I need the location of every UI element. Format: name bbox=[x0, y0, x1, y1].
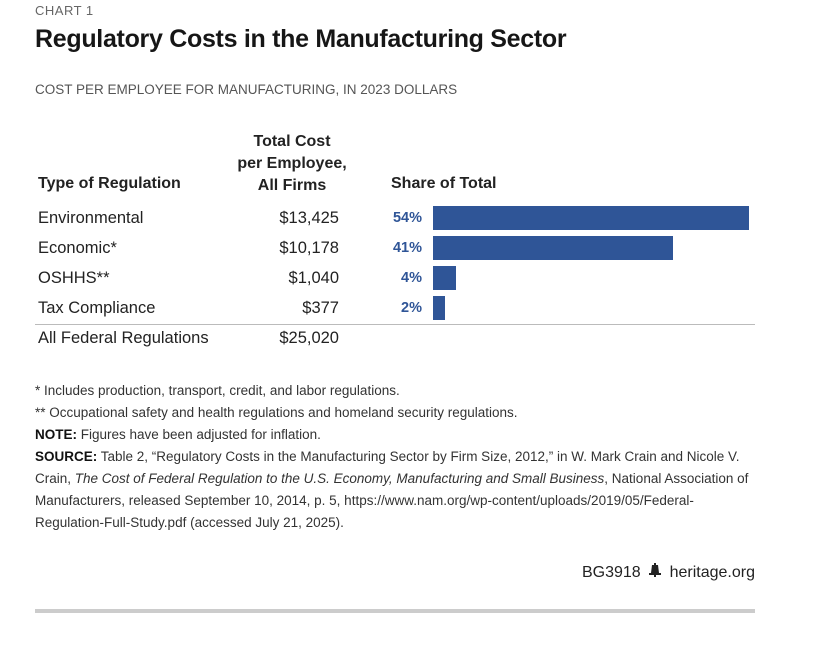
note-text: Figures have been adjusted for inflation… bbox=[77, 427, 321, 442]
footnote-1: * Includes production, transport, credit… bbox=[35, 383, 400, 398]
row-cost: $377 bbox=[302, 299, 339, 317]
header-cost-line: Total Cost bbox=[253, 133, 331, 150]
row-label: Tax Compliance bbox=[38, 299, 156, 317]
site-name: heritage.org bbox=[669, 564, 755, 581]
footnotes: * Includes production, transport, credit… bbox=[35, 380, 760, 534]
table-row: Economic* $10,178 41% bbox=[0, 236, 823, 269]
note: NOTE: Figures have been adjusted for inf… bbox=[35, 424, 760, 446]
share-label: 4% bbox=[401, 270, 422, 286]
chart-subtitle: COST PER EMPLOYEE FOR MANUFACTURING, IN … bbox=[35, 82, 458, 97]
total-cost: $25,020 bbox=[279, 329, 339, 347]
bottom-rule bbox=[35, 609, 755, 613]
row-cost: $13,425 bbox=[279, 209, 339, 227]
header-type: Type of Regulation bbox=[38, 175, 181, 192]
note-label: NOTE: bbox=[35, 427, 77, 442]
header-share: Share of Total bbox=[391, 175, 497, 192]
table-row: OSHHS** $1,040 4% bbox=[0, 266, 823, 299]
total-label: All Federal Regulations bbox=[38, 329, 209, 347]
share-bar bbox=[433, 236, 673, 260]
report-code: BG3918 bbox=[581, 564, 641, 581]
liberty-bell-icon bbox=[649, 563, 662, 577]
source-text: Table 2, “Regulatory Costs in the Manufa… bbox=[35, 449, 740, 486]
table-row: Tax Compliance $377 2% bbox=[0, 296, 823, 329]
chart-label: CHART 1 bbox=[35, 3, 94, 18]
row-label: Economic* bbox=[38, 239, 117, 257]
source-label: SOURCE: bbox=[35, 449, 98, 464]
row-cost: $10,178 bbox=[279, 239, 339, 257]
header-cost-line: All Firms bbox=[257, 177, 327, 194]
total-row: All Federal Regulations $25,020 bbox=[0, 329, 823, 359]
header-cost-line: per Employee, bbox=[237, 155, 347, 172]
header-cost: Total Cost per Employee, All Firms bbox=[236, 131, 348, 197]
share-bar bbox=[433, 296, 445, 320]
source: SOURCE: Table 2, “Regulatory Costs in th… bbox=[35, 446, 760, 534]
row-label: OSHHS** bbox=[38, 269, 110, 287]
share-label: 41% bbox=[392, 240, 422, 256]
share-bar bbox=[433, 266, 457, 290]
source-title: The Cost of Federal Regulation to the U.… bbox=[74, 471, 605, 486]
footnote-2: ** Occupational safety and health regula… bbox=[35, 405, 518, 420]
table-row: Environmental $13,425 54% bbox=[0, 206, 823, 239]
share-bar bbox=[433, 206, 749, 230]
divider bbox=[35, 324, 755, 325]
row-label: Environmental bbox=[38, 209, 144, 227]
share-label: 54% bbox=[392, 210, 422, 226]
credit: BG3918 heritage.org bbox=[560, 563, 755, 582]
chart-title: Regulatory Costs in the Manufacturing Se… bbox=[35, 25, 567, 53]
source-text: , National Association of Manufacturers,… bbox=[35, 471, 749, 530]
share-label: 2% bbox=[401, 300, 422, 316]
row-cost: $1,040 bbox=[288, 269, 339, 287]
